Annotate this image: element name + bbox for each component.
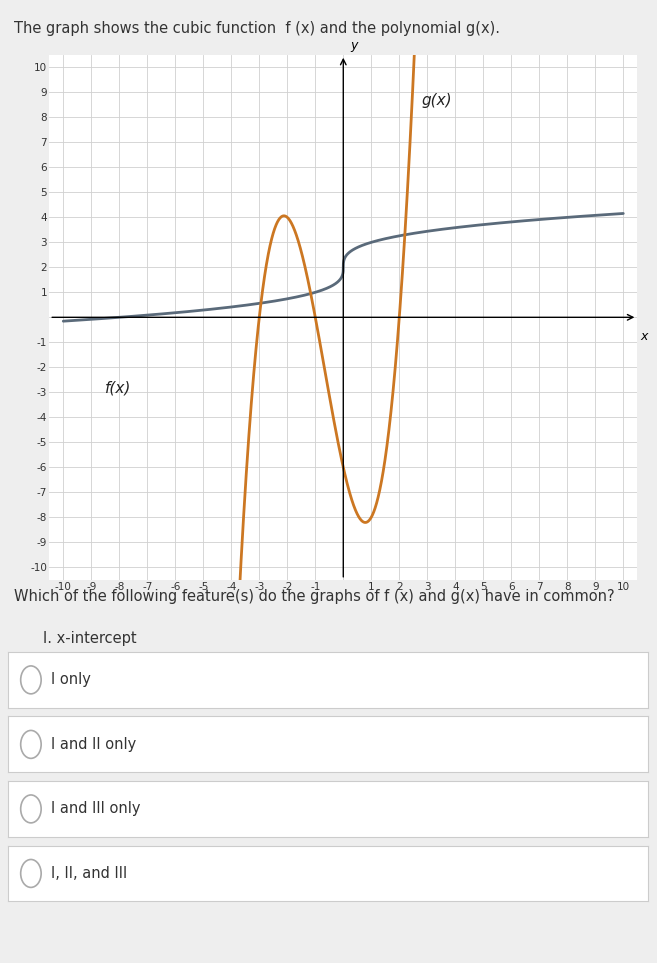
- Text: y: y: [350, 39, 357, 52]
- Text: I and II only: I and II only: [51, 737, 137, 752]
- Text: g(x): g(x): [422, 92, 452, 108]
- Text: The graph shows the cubic function  f (x) and the polynomial g(x).: The graph shows the cubic function f (x)…: [14, 21, 501, 37]
- Text: III. vertical asymptote: III. vertical asymptote: [43, 690, 202, 705]
- Text: x: x: [640, 329, 647, 343]
- Text: I, II, and III: I, II, and III: [51, 866, 127, 881]
- Text: Which of the following feature(s) do the graphs of f (x) and g(x) have in common: Which of the following feature(s) do the…: [14, 589, 615, 604]
- Text: I and III only: I and III only: [51, 801, 141, 817]
- Text: I only: I only: [51, 672, 91, 688]
- Text: II. end behavior: II. end behavior: [43, 661, 157, 675]
- Text: f(x): f(x): [105, 380, 131, 395]
- Text: I. x-intercept: I. x-intercept: [43, 631, 137, 646]
